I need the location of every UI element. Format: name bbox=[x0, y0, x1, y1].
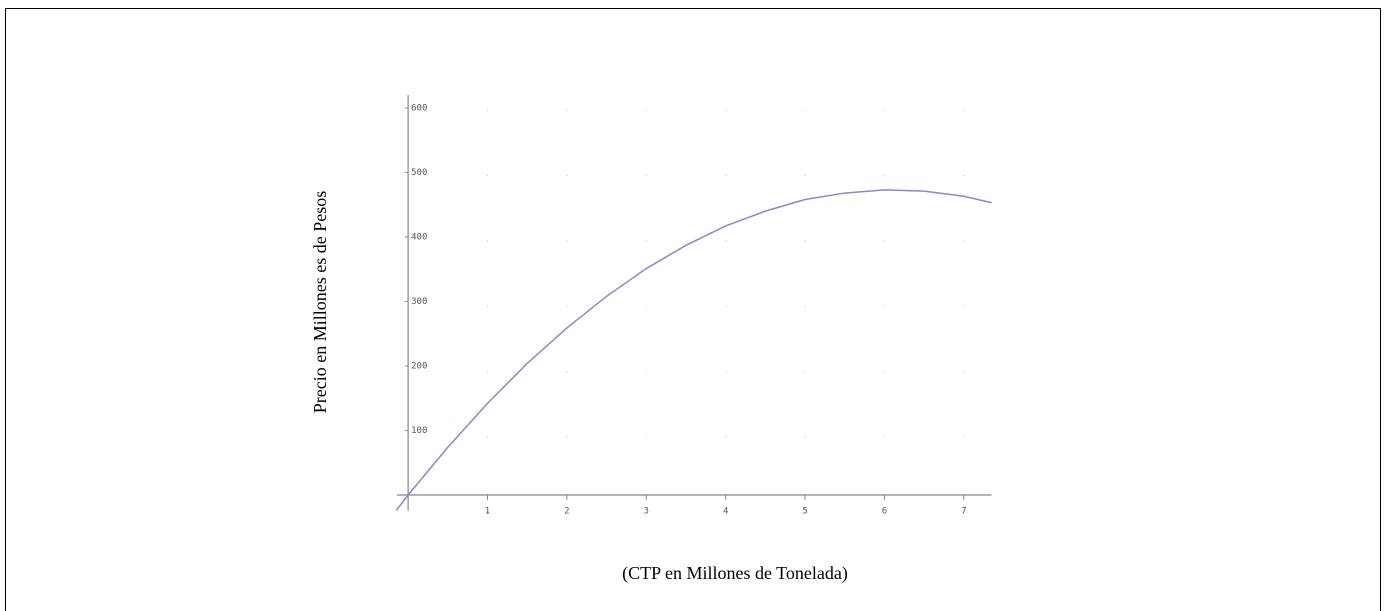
y-tick-label: 400 bbox=[411, 232, 427, 242]
y-tick-label: 100 bbox=[411, 426, 427, 436]
x-tick-label: 4 bbox=[723, 507, 728, 517]
y-tick-label: 600 bbox=[411, 103, 427, 113]
line-series bbox=[395, 189, 992, 511]
y-tick-label: 200 bbox=[411, 361, 427, 371]
x-tick-label: 6 bbox=[882, 507, 887, 517]
x-tick-label: 5 bbox=[802, 507, 807, 517]
x-axis-label: (CTP en Millones de Tonelada) bbox=[622, 563, 848, 584]
x-tick-label: 1 bbox=[485, 507, 490, 517]
y-tick-label: 500 bbox=[411, 168, 427, 178]
y-tick-label: 300 bbox=[411, 297, 427, 307]
y-axis-label: Precio en Millones es de Pesos bbox=[310, 191, 330, 413]
frame bbox=[5, 8, 1381, 611]
x-tick-label: 2 bbox=[564, 507, 569, 517]
x-tick-label: 3 bbox=[644, 507, 649, 517]
x-tick-label: 7 bbox=[961, 507, 966, 517]
